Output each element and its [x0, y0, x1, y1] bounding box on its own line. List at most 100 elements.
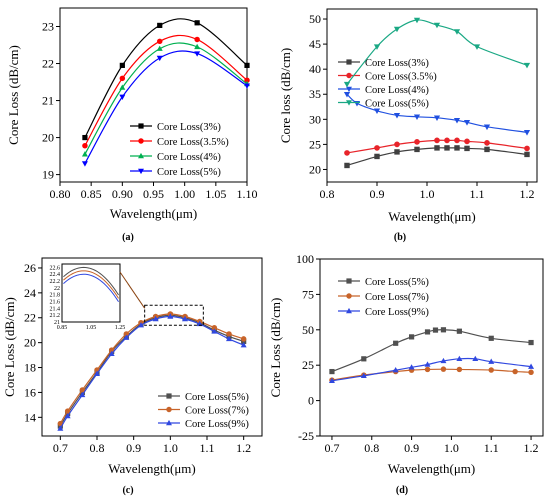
legend-marker	[138, 168, 144, 175]
legend-marker	[346, 86, 352, 93]
y-axis-label: Core Loss (dB/cm)	[2, 297, 17, 397]
data-point	[488, 367, 494, 373]
chart-panel: 0.7 0.8 0.9 1.0 1.1 1.2 14 16 18 20 22 24 26 Waveleng…	[2, 257, 263, 496]
data-point	[119, 84, 126, 90]
data-series	[344, 137, 530, 156]
chart-panel: 0.7 0.8 0.9 1.0 1.1 1.2 -25 0 25 50 75 100 Wavelengt…	[268, 252, 544, 496]
y-tick-label: 20	[42, 131, 54, 145]
legend-marker	[166, 419, 172, 426]
inset-y-tick-label: 21.2	[50, 313, 61, 319]
data-point	[57, 425, 64, 431]
legend-marker	[166, 393, 172, 399]
legend-marker	[346, 307, 352, 314]
data-point	[433, 115, 441, 122]
data-point	[344, 162, 350, 169]
y-tick-label: -25	[298, 429, 314, 443]
inset-y-tick-label: 22.6	[50, 265, 61, 271]
inset-y-tick-label: 21.4	[50, 306, 61, 312]
data-point	[81, 151, 88, 157]
x-tick-label: 1.0	[444, 441, 459, 455]
data-point	[524, 151, 530, 158]
legend-marker	[166, 406, 172, 413]
inset-x-tick-label: 1.05	[86, 325, 97, 331]
data-point	[523, 62, 531, 69]
y-tick-label: 50	[309, 12, 321, 26]
data-point	[440, 327, 447, 333]
data-point	[444, 137, 450, 144]
legend-label: Core Loss(3%)	[157, 122, 221, 133]
data-point	[464, 145, 470, 152]
x-tick-label: 0.9	[404, 441, 419, 455]
x-tick-label: 1.2	[524, 441, 539, 455]
x-tick-label: 0.9	[126, 441, 141, 455]
data-point	[456, 328, 462, 334]
x-tick-label: 1.1	[200, 441, 215, 455]
legend-label: Core Loss(7%)	[365, 292, 429, 303]
plot-frame	[319, 258, 544, 437]
x-tick-label: 0.7	[53, 441, 68, 455]
zoom-box	[144, 304, 204, 326]
x-tick-label: 0.8	[364, 441, 379, 455]
data-point	[484, 146, 490, 153]
x-tick-label: 0.95	[143, 187, 164, 201]
data-point	[373, 108, 381, 115]
data-point	[244, 62, 250, 68]
data-point	[413, 17, 421, 24]
inset-x-tick-label: 0.85	[57, 325, 68, 331]
legend-label: Core Loss(9%)	[185, 419, 249, 430]
data-point	[464, 138, 470, 145]
legend-label: Core Loss(7%)	[185, 406, 249, 417]
x-tick-label: 1.0	[163, 441, 178, 455]
legend-entry: Core Loss(4%)	[130, 152, 221, 163]
data-point	[432, 327, 439, 333]
y-tick-label: 22	[24, 311, 36, 325]
data-series	[343, 91, 531, 136]
legend-entry: Core Loss(3%)	[130, 122, 221, 133]
panel-label: (a)	[122, 232, 134, 243]
x-tick-label: 1.0	[420, 187, 435, 201]
data-series	[81, 50, 250, 167]
series-line	[346, 139, 528, 154]
legend-marker	[346, 72, 352, 79]
legend-entry: Core Loss(3.5%)	[338, 72, 437, 83]
panel-label: (d)	[396, 485, 408, 496]
data-point	[524, 145, 530, 152]
data-point	[440, 357, 447, 364]
data-point	[463, 120, 471, 126]
data-point	[244, 83, 250, 89]
data-point	[434, 145, 440, 151]
data-point	[167, 313, 174, 319]
inset-y-tick-label: 21.8	[50, 293, 61, 299]
series-line	[331, 357, 532, 382]
data-point	[182, 315, 188, 322]
y-axis-label: Core Loss (dB/cm)	[6, 45, 21, 145]
data-series	[81, 42, 250, 157]
data-point	[456, 355, 463, 362]
panel-label: (b)	[394, 232, 406, 243]
y-tick-label: 50	[302, 323, 314, 337]
legend-label: Core Loss(5%)	[365, 277, 429, 288]
inset-y-tick-label: 21	[54, 320, 60, 326]
x-tick-label: 0.8	[90, 441, 105, 455]
x-axis-label: Wavelength(μm)	[110, 206, 198, 221]
inset-x-tick-label: 1.25	[115, 325, 126, 331]
inset-y-tick-label: 22	[54, 286, 60, 292]
data-point	[453, 29, 461, 35]
x-axis-label: Wavelength(μm)	[388, 461, 476, 476]
series-line	[346, 93, 528, 133]
y-axis-label: Core Loss (dB/cm)	[268, 298, 283, 398]
data-point	[119, 75, 126, 82]
x-tick-label: 1.00	[174, 187, 195, 201]
x-tick-label: 1.05	[205, 187, 226, 201]
legend-label: Core Loss(5%)	[185, 392, 249, 403]
y-tick-label: 26	[24, 261, 36, 275]
legend-marker	[138, 152, 144, 159]
data-point	[424, 366, 431, 373]
y-axis-label: Core loss (dB/cm)	[278, 48, 293, 143]
data-point	[152, 315, 159, 322]
legend-entry: Core Loss(7%)	[158, 406, 249, 417]
x-tick-label: 1.1	[470, 187, 485, 201]
y-tick-label: 16	[24, 385, 36, 399]
data-point	[138, 322, 144, 328]
